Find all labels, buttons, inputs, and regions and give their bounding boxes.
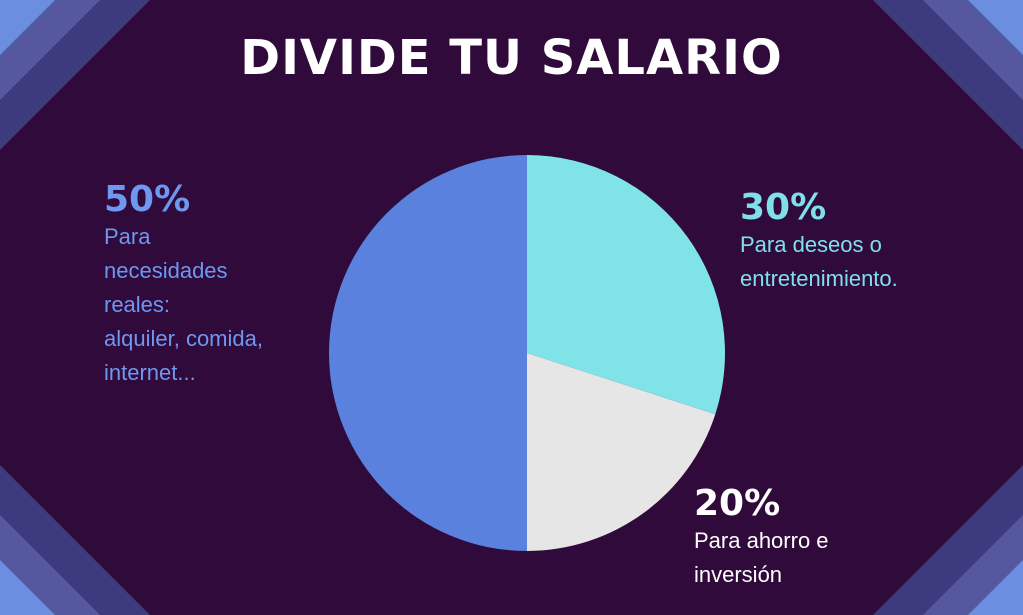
pie-slice-50 [329,155,527,551]
page-title: DIVIDE TU SALARIO [240,30,783,86]
label-30-block: 30% Para deseos o entretenimiento. [740,188,1010,296]
label-20-percent: 20% [694,483,781,524]
label-20-block: 20% Para ahorro e inversión [694,484,914,592]
label-50-percent: 50% [104,179,191,220]
pie-slice-30 [527,155,726,415]
label-20-description: Para ahorro e inversión [694,528,829,587]
label-50-block: 50% Para necesidades reales: alquiler, c… [104,180,304,390]
label-30-percent: 30% [740,187,827,228]
label-50-description: Para necesidades reales: alquiler, comid… [104,224,263,385]
label-30-description: Para deseos o entretenimiento. [740,232,898,291]
pie-slice-20 [527,353,716,551]
